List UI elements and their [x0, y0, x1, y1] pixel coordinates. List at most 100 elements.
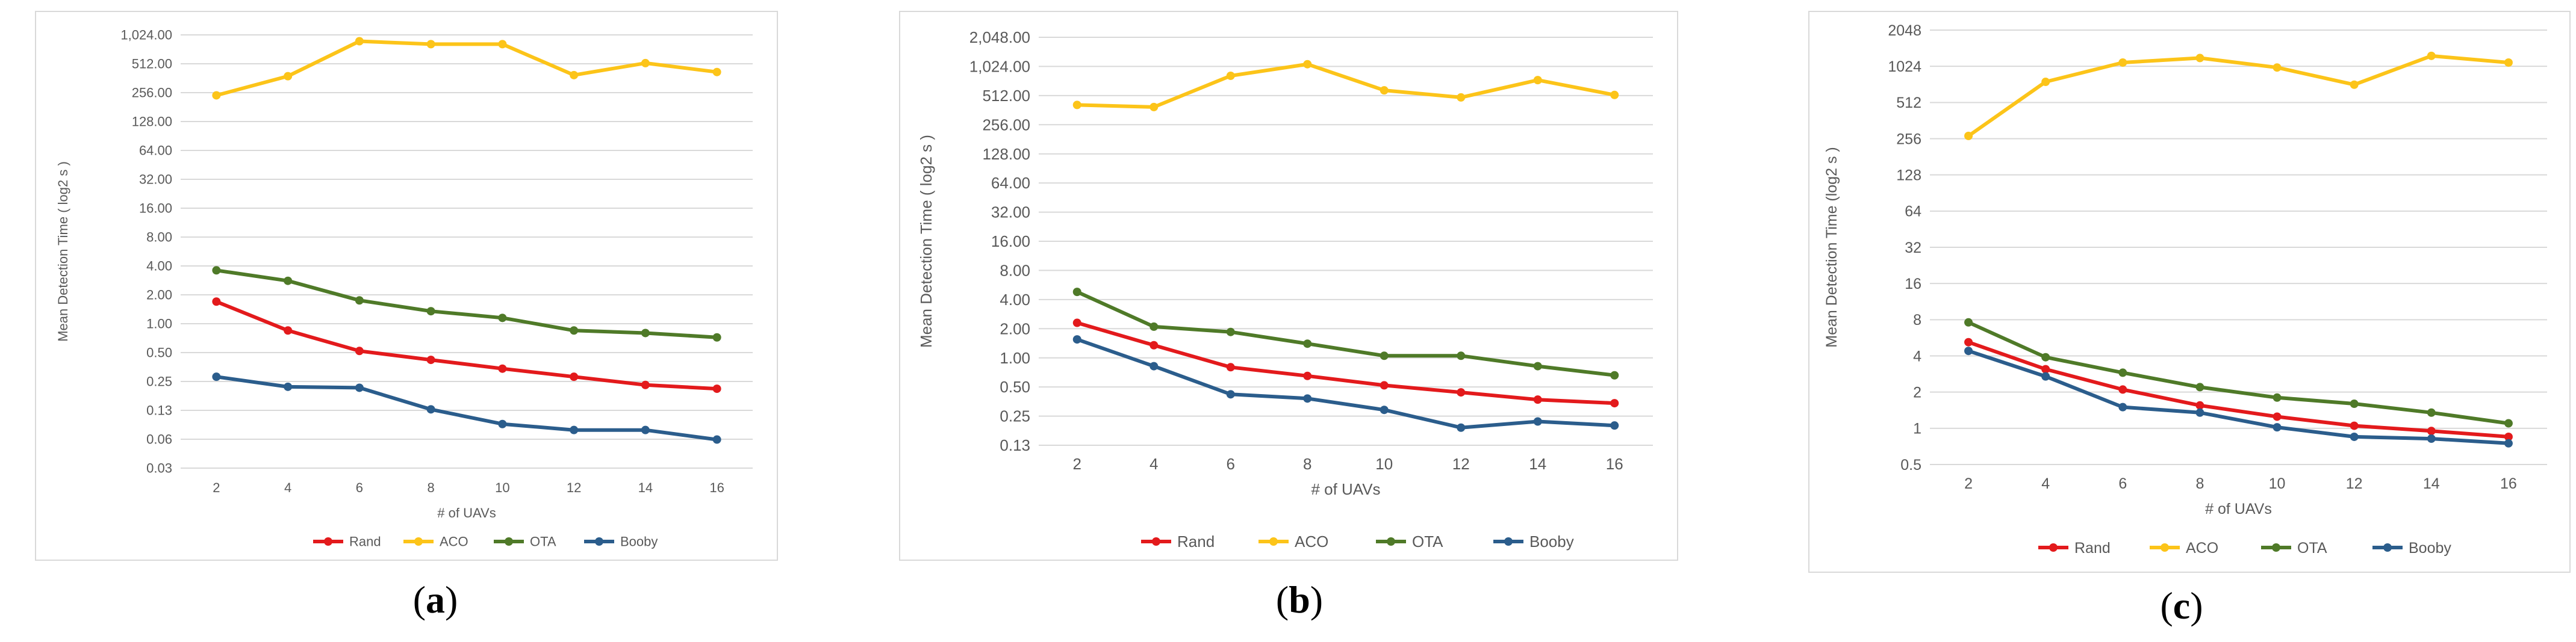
series-line-aco — [1077, 62, 1615, 109]
legend-label-booby: Booby — [1529, 532, 1574, 551]
data-point-ota — [355, 296, 364, 305]
x-tick-label: 14 — [1529, 455, 1546, 473]
data-point-ota — [1150, 322, 1159, 331]
x-tick-label: 12 — [2346, 475, 2363, 492]
legend-label-ota: OTA — [1412, 532, 1443, 551]
data-point-aco — [2504, 58, 2513, 67]
legend-marker-ota — [505, 537, 513, 546]
x-tick-label: 8 — [2195, 475, 2204, 492]
x-axis-title: # of UAVs — [1311, 480, 1380, 498]
data-point-rand — [2504, 432, 2513, 441]
data-point-aco — [2041, 78, 2050, 87]
data-point-ota — [2350, 400, 2359, 409]
y-tick-label: 1 — [1913, 421, 1921, 437]
data-point-rand — [355, 347, 364, 356]
caption-c: (c) — [2160, 584, 2203, 627]
data-point-booby — [570, 425, 579, 434]
x-tick-label: 6 — [356, 480, 363, 495]
x-tick-label: 8 — [1303, 455, 1311, 473]
data-point-booby — [284, 382, 293, 391]
data-point-aco — [2350, 80, 2359, 89]
data-point-rand — [1226, 363, 1235, 372]
data-point-ota — [284, 276, 293, 285]
x-tick-label: 10 — [2269, 475, 2286, 492]
data-point-aco — [284, 72, 293, 81]
data-point-ota — [1226, 327, 1235, 336]
data-point-ota — [212, 266, 221, 275]
data-point-rand — [426, 356, 435, 365]
y-tick-label: 2.00 — [1000, 319, 1030, 338]
data-point-rand — [2427, 427, 2436, 436]
series-line-aco — [216, 39, 717, 97]
legend-label-booby: Booby — [620, 534, 658, 549]
y-tick-label: 4 — [1913, 348, 1921, 365]
data-point-booby — [2273, 423, 2282, 432]
data-point-aco — [2195, 54, 2204, 63]
y-axis-title: Mean Detection Time ( log2 s ) — [55, 161, 70, 342]
y-tick-label: 1,024.00 — [120, 28, 172, 43]
data-point-booby — [1303, 394, 1312, 403]
y-tick-label: 16 — [1905, 276, 1921, 292]
data-point-rand — [641, 380, 650, 389]
data-point-aco — [426, 40, 435, 49]
legend-label-booby: Booby — [2409, 540, 2451, 557]
data-point-rand — [1072, 318, 1081, 327]
legend-marker-rand — [324, 537, 332, 546]
series-line-rand — [1076, 321, 1615, 406]
y-axis-title: Mean Detection Time (log2 s ) — [1823, 147, 1840, 347]
data-point-rand — [570, 372, 579, 381]
series-line-booby — [1076, 338, 1615, 430]
y-tick-label: 512 — [1896, 94, 1921, 111]
y-tick-label: 8.00 — [146, 230, 172, 245]
data-point-aco — [355, 37, 364, 46]
y-tick-label: 64.00 — [991, 174, 1030, 192]
y-tick-label: 16.00 — [991, 232, 1030, 250]
legend-marker-aco — [2161, 543, 2169, 552]
data-point-booby — [2350, 432, 2359, 441]
data-point-aco — [1226, 71, 1235, 80]
data-point-ota — [1303, 339, 1312, 348]
x-tick-label: 4 — [1150, 455, 1158, 473]
chart-panel-b: 0.13 0.25 0.50 1.00 2.00 4.00 8.00 16.00 32.00 64… — [899, 11, 1678, 561]
legend-marker-aco — [1269, 537, 1278, 546]
data-point-ota — [1072, 288, 1081, 297]
x-tick-label: 6 — [2118, 475, 2127, 492]
y-tick-label: 512.00 — [132, 57, 172, 72]
series-line-ota — [1967, 321, 2509, 425]
x-tick-label: 2 — [1073, 455, 1081, 473]
data-point-booby — [498, 419, 507, 428]
legend-marker-booby — [2383, 543, 2392, 552]
x-axis-title: # of UAVs — [437, 505, 496, 520]
x-axis-title: # of UAVs — [2205, 501, 2272, 517]
data-point-aco — [1533, 76, 1542, 85]
data-point-booby — [426, 405, 435, 414]
data-point-ota — [2118, 368, 2127, 377]
x-tick-label: 14 — [2423, 475, 2440, 492]
data-point-booby — [1964, 347, 1973, 356]
y-tick-label: 0.25 — [146, 374, 172, 389]
data-point-booby — [212, 372, 221, 381]
x-tick-label: 12 — [1452, 455, 1470, 473]
legend: Rand ACO OTA Booby — [2038, 540, 2451, 557]
y-tick-label: 0.5 — [1900, 457, 1921, 474]
x-tick-label: 2 — [1964, 475, 1973, 492]
legend-label-rand: Rand — [1177, 532, 1215, 551]
x-tick-label: 4 — [284, 480, 291, 495]
y-tick-label: 0.50 — [1000, 378, 1030, 396]
y-tick-label: 32.00 — [991, 203, 1030, 221]
data-point-booby — [712, 435, 721, 444]
legend-label-rand: Rand — [2074, 540, 2111, 557]
series-line-aco — [1967, 54, 2509, 138]
y-tick-label: 1.00 — [146, 316, 172, 332]
data-point-booby — [2427, 434, 2436, 443]
data-point-booby — [1380, 406, 1389, 415]
data-point-ota — [426, 307, 435, 316]
x-tick-label: 16 — [709, 480, 724, 495]
data-point-aco — [1457, 93, 1466, 102]
y-tick-label: 1,024.00 — [969, 58, 1030, 76]
legend: Rand ACO OTA Booby — [313, 534, 658, 549]
chart-a-svg: 0.03 0.06 0.13 0.25 0.50 1.00 2.00 4.00 8.00 16.0… — [55, 28, 753, 549]
data-point-rand — [2350, 421, 2359, 430]
legend-label-ota: OTA — [530, 534, 556, 549]
legend-marker-booby — [595, 537, 603, 546]
